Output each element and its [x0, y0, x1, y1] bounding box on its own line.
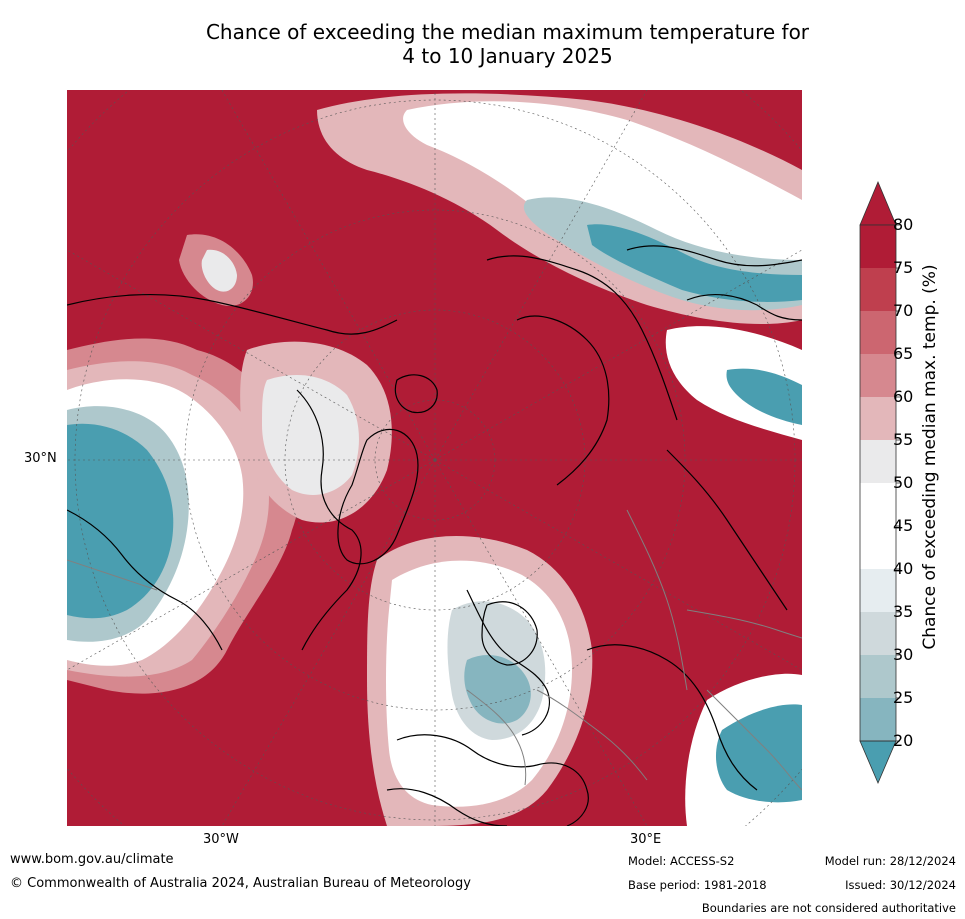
- lon-label-30w: 30°W: [203, 832, 239, 847]
- colorbar-tick-45: 45: [893, 516, 914, 535]
- country-borders: [67, 509, 802, 791]
- footer-base-period: Base period: 1981-2018: [628, 878, 767, 892]
- colorbar-tick-60: 60: [893, 387, 914, 406]
- coastlines: [67, 245, 802, 826]
- colorbar-ticks: [896, 224, 900, 742]
- colorbar-tick-30: 30: [893, 645, 914, 664]
- footer-disclaimer: Boundaries are not considered authoritat…: [701, 901, 956, 915]
- colorbar-tick-65: 65: [893, 344, 914, 363]
- colorbar-band-40: [860, 569, 896, 612]
- colorbar-band-60: [860, 397, 896, 440]
- colorbar-tick-75: 75: [893, 258, 914, 277]
- region-pacific-white: [201, 249, 237, 292]
- lon-label-30e: 30°E: [630, 832, 662, 847]
- title-line-1: Chance of exceeding the median maximum t…: [205, 20, 810, 44]
- colorbar-band-25: [860, 698, 896, 741]
- colorbar-band-45: [860, 526, 896, 569]
- region-east-asia-blue: [715, 704, 802, 803]
- colorbar-tick-80: 80: [893, 215, 914, 234]
- footer-model-run: Model run: 28/12/2024: [824, 854, 956, 868]
- region-asia-blue: [726, 368, 802, 425]
- footer-issued: Issued: 30/12/2024: [845, 878, 956, 892]
- region-arctic-canada-white2: [262, 375, 359, 495]
- region-europe-teal: [464, 655, 531, 724]
- colorbar-top-arrow: [859, 180, 897, 226]
- colorbar-band-30: [860, 655, 896, 698]
- colorbar-tick-50: 50: [893, 473, 914, 492]
- colorbar-label-text: Chance of exceeding median max. temp. (%…: [920, 264, 940, 650]
- title-line-2: 4 to 10 January 2025: [402, 44, 613, 68]
- colorbar-tick-70: 70: [893, 301, 914, 320]
- map-title: Chance of exceeding the median maximum t…: [120, 20, 895, 68]
- colorbar-band-80: [860, 225, 896, 268]
- graticule: [67, 90, 802, 826]
- probability-map: [67, 90, 802, 826]
- colorbar-bottom-arrow: [859, 740, 897, 785]
- lat-label-30n: 30°N: [24, 451, 57, 466]
- colorbar-tick-55: 55: [893, 430, 914, 449]
- colorbar-band-70: [860, 311, 896, 354]
- colorbar-tick-20: 20: [893, 731, 914, 750]
- colorbar-band-75: [860, 268, 896, 311]
- colorbar-tick-35: 35: [893, 602, 914, 621]
- colorbar: [859, 180, 900, 785]
- colorbar-tick-25: 25: [893, 688, 914, 707]
- footer-website[interactable]: www.bom.gov.au/climate: [10, 852, 174, 867]
- colorbar-band-50: [860, 483, 896, 526]
- footer-copyright: © Commonwealth of Australia 2024, Austra…: [10, 876, 471, 891]
- footer-model: Model: ACCESS-S2: [628, 854, 735, 868]
- region-north-america-blue: [67, 423, 174, 619]
- colorbar-band-65: [860, 354, 896, 397]
- colorbar-tick-40: 40: [893, 559, 914, 578]
- colorbar-band-35: [860, 612, 896, 655]
- colorbar-band-55: [860, 440, 896, 483]
- map-canvas: [67, 90, 802, 826]
